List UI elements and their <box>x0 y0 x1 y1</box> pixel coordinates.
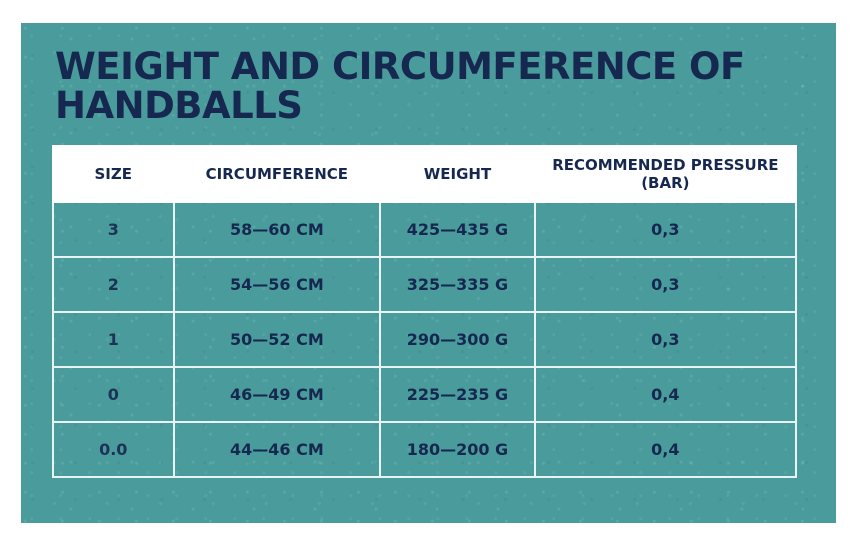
header-weight: WEIGHT <box>379 145 536 203</box>
weight-cell: 225—235 G <box>379 366 536 423</box>
table-header-row: SIZE CIRCUMFERENCE WEIGHT RECOMMENDED PR… <box>52 145 798 203</box>
circumference-cell: 54—56 CM <box>172 256 382 313</box>
weight-cell: 290—300 G <box>379 311 536 368</box>
size-cell: 0 <box>52 366 175 423</box>
weight-cell: 425—435 G <box>379 201 536 258</box>
size-cell: 2 <box>52 256 175 313</box>
title-line-1: WEIGHT AND CIRCUMFERENCE OF <box>55 45 745 88</box>
pressure-cell: 0,3 <box>533 201 798 258</box>
pressure-cell: 0,4 <box>533 366 798 423</box>
pressure-cell: 0,4 <box>533 421 798 478</box>
table-row: 3 58—60 CM 425—435 G 0,3 <box>52 201 798 258</box>
header-pressure-line-1: RECOMMENDED PRESSURE <box>552 156 779 174</box>
handball-size-table: SIZE CIRCUMFERENCE WEIGHT RECOMMENDED PR… <box>52 145 798 478</box>
size-cell: 0.0 <box>52 421 175 478</box>
header-pressure-line-2: (BAR) <box>641 174 690 192</box>
infographic-panel: WEIGHT AND CIRCUMFERENCE OF HANDBALLS SI… <box>21 23 836 523</box>
weight-cell: 180—200 G <box>379 421 536 478</box>
title-line-2: HANDBALLS <box>55 84 303 127</box>
pressure-cell: 0,3 <box>533 256 798 313</box>
header-circumference: CIRCUMFERENCE <box>172 145 382 203</box>
table-row: 0 46—49 CM 225—235 G 0,4 <box>52 366 798 423</box>
circumference-cell: 58—60 CM <box>172 201 382 258</box>
table-row: 0.0 44—46 CM 180—200 G 0,4 <box>52 421 798 478</box>
table-row: 2 54—56 CM 325—335 G 0,3 <box>52 256 798 313</box>
table-row: 1 50—52 CM 290—300 G 0,3 <box>52 311 798 368</box>
circumference-cell: 50—52 CM <box>172 311 382 368</box>
size-cell: 1 <box>52 311 175 368</box>
circumference-cell: 46—49 CM <box>172 366 382 423</box>
size-cell: 3 <box>52 201 175 258</box>
weight-cell: 325—335 G <box>379 256 536 313</box>
header-size: SIZE <box>52 145 175 203</box>
page-title: WEIGHT AND CIRCUMFERENCE OF HANDBALLS <box>55 47 815 125</box>
pressure-cell: 0,3 <box>533 311 798 368</box>
header-recommended-pressure: RECOMMENDED PRESSURE (BAR) <box>533 145 798 203</box>
circumference-cell: 44—46 CM <box>172 421 382 478</box>
